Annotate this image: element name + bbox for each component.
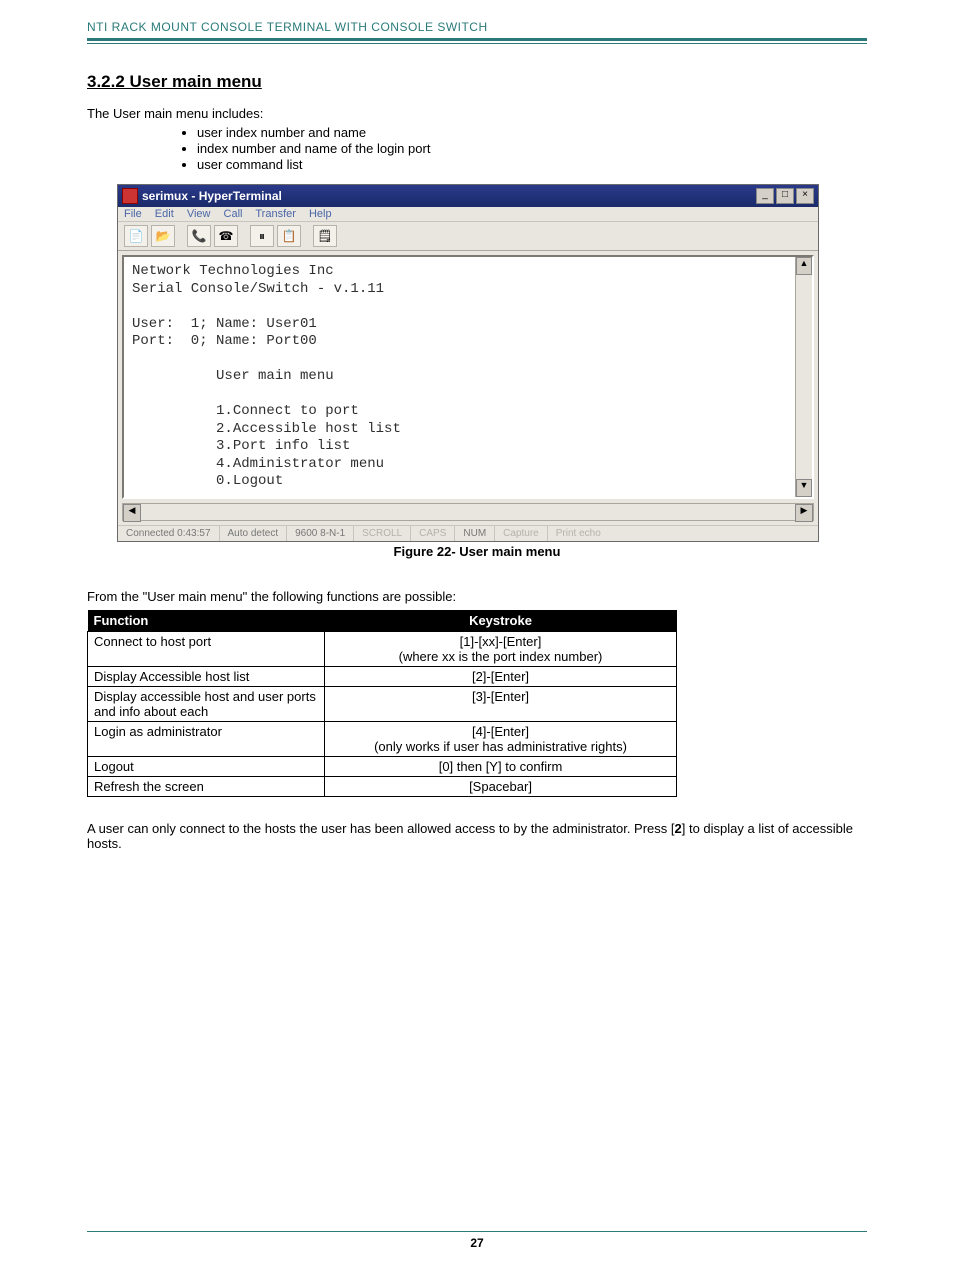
- terminal-output: Network Technologies IncSerial Console/S…: [124, 257, 795, 497]
- cell-function: Display Accessible host list: [88, 666, 325, 686]
- titlebar: serimux - HyperTerminal _ □ ×: [118, 185, 818, 207]
- status-echo: Print echo: [548, 526, 818, 541]
- toolbar-new-icon[interactable]: 📄: [124, 225, 148, 247]
- cell-function: Login as administrator: [88, 721, 325, 756]
- list-item: user command list: [197, 157, 867, 172]
- menu-help[interactable]: Help: [309, 208, 332, 220]
- cell-keystroke: [1]-[xx]-[Enter](where xx is the port in…: [325, 631, 677, 666]
- close-button[interactable]: ×: [796, 188, 814, 204]
- list-item: user index number and name: [197, 125, 867, 140]
- status-capture: Capture: [495, 526, 548, 541]
- vertical-scrollbar[interactable]: ▲ ▼: [795, 257, 812, 497]
- bullet-list: user index number and name index number …: [87, 125, 867, 172]
- th-function: Function: [88, 610, 325, 632]
- table-row: Connect to host port [1]-[xx]-[Enter](wh…: [88, 631, 677, 666]
- status-caps: CAPS: [411, 526, 455, 541]
- scroll-right-icon[interactable]: ▶: [795, 504, 813, 522]
- table-row: Display accessible host and user ports a…: [88, 686, 677, 721]
- statusbar: Connected 0:43:57 Auto detect 9600 8-N-1…: [118, 525, 818, 541]
- scroll-up-icon[interactable]: ▲: [796, 257, 812, 275]
- toolbar-call-icon[interactable]: 📞: [187, 225, 211, 247]
- cell-keystroke: [0] then [Y] to confirm: [325, 756, 677, 776]
- menu-view[interactable]: View: [187, 208, 211, 220]
- cell-keystroke: [Spacebar]: [325, 776, 677, 796]
- menubar: File Edit View Call Transfer Help: [118, 207, 818, 222]
- menu-edit[interactable]: Edit: [155, 208, 174, 220]
- note-key: 2: [675, 821, 682, 836]
- toolbar-send-icon[interactable]: ⏸: [250, 225, 274, 247]
- cell-function: Display accessible host and user ports a…: [88, 686, 325, 721]
- th-keystroke: Keystroke: [325, 610, 677, 632]
- scroll-down-icon[interactable]: ▼: [796, 479, 812, 497]
- menu-call[interactable]: Call: [224, 208, 243, 220]
- scroll-left-icon[interactable]: ◀: [123, 504, 141, 522]
- hyperterminal-window: serimux - HyperTerminal _ □ × File Edit …: [117, 184, 819, 542]
- cell-keystroke: [4]-[Enter](only works if user has admin…: [325, 721, 677, 756]
- lead-text: From the "User main menu" the following …: [87, 589, 867, 604]
- app-icon: [122, 188, 138, 204]
- toolbar-open-icon[interactable]: 📂: [151, 225, 175, 247]
- note-text: A user can only connect to the hosts the…: [87, 821, 867, 851]
- toolbar-properties-icon[interactable]: 🗒: [313, 225, 337, 247]
- doc-header: NTI RACK MOUNT CONSOLE TERMINAL WITH CON…: [87, 20, 867, 38]
- cell-keystroke: [3]-[Enter]: [325, 686, 677, 721]
- menu-file[interactable]: File: [124, 208, 142, 220]
- menu-transfer[interactable]: Transfer: [255, 208, 296, 220]
- window-title: serimux - HyperTerminal: [142, 189, 282, 203]
- note-pre: A user can only connect to the hosts the…: [87, 821, 675, 836]
- status-settings: 9600 8-N-1: [287, 526, 354, 541]
- cell-keystroke: [2]-[Enter]: [325, 666, 677, 686]
- status-connected: Connected 0:43:57: [118, 526, 220, 541]
- status-detect: Auto detect: [220, 526, 288, 541]
- maximize-button[interactable]: □: [776, 188, 794, 204]
- table-row: Login as administrator [4]-[Enter](only …: [88, 721, 677, 756]
- horizontal-scrollbar[interactable]: ◀ ▶: [122, 503, 814, 521]
- figure-caption: Figure 22- User main menu: [87, 544, 867, 559]
- toolbar: 📄 📂 📞 ☎ ⏸ 📋 🗒: [118, 222, 818, 251]
- table-row: Refresh the screen [Spacebar]: [88, 776, 677, 796]
- toolbar-hangup-icon[interactable]: ☎: [214, 225, 238, 247]
- minimize-button[interactable]: _: [756, 188, 774, 204]
- status-num: NUM: [455, 526, 495, 541]
- list-item: index number and name of the login port: [197, 141, 867, 156]
- section-heading: 3.2.2 User main menu: [87, 72, 867, 92]
- status-scroll: SCROLL: [354, 526, 411, 541]
- header-rule: [87, 38, 867, 44]
- intro-text: The User main menu includes:: [87, 106, 867, 121]
- cell-function: Logout: [88, 756, 325, 776]
- function-table: Function Keystroke Connect to host port …: [87, 610, 677, 797]
- page-number: 27: [87, 1231, 867, 1250]
- table-row: Display Accessible host list [2]-[Enter]: [88, 666, 677, 686]
- cell-function: Connect to host port: [88, 631, 325, 666]
- cell-function: Refresh the screen: [88, 776, 325, 796]
- toolbar-receive-icon[interactable]: 📋: [277, 225, 301, 247]
- table-row: Logout [0] then [Y] to confirm: [88, 756, 677, 776]
